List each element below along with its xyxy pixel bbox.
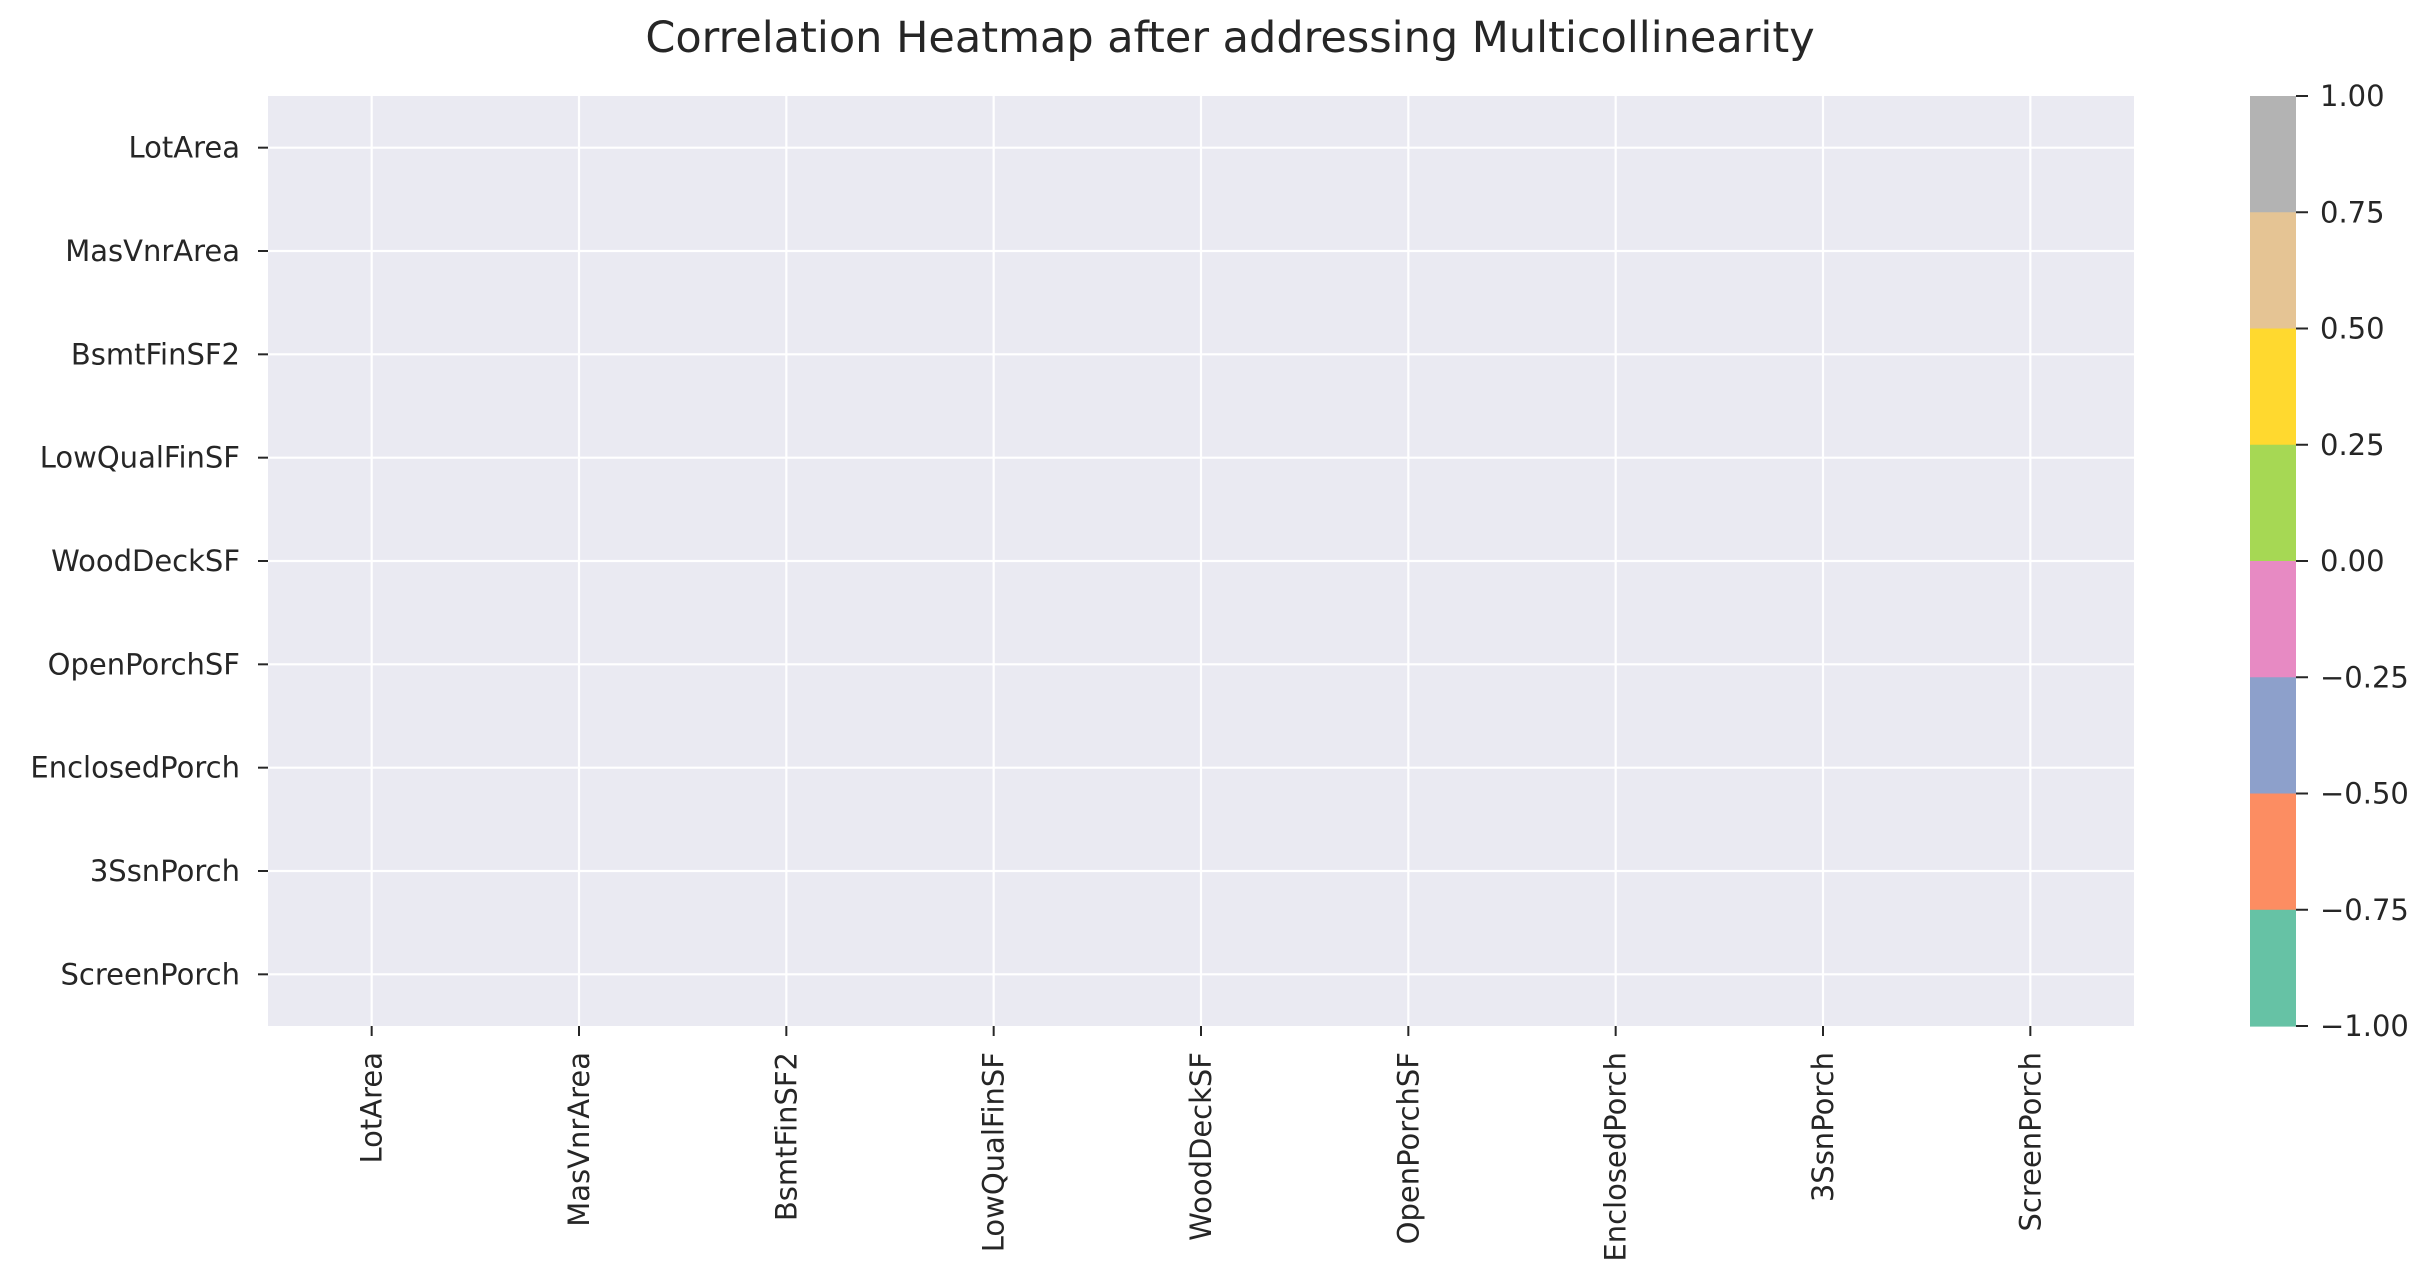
colorbar: 1.00 0.75 0.50 0.25 0.00 −0.25 −0.50 −0.75 −1.00: [2250, 79, 2409, 1043]
y-tick-label-bsmtfinsf2: BsmtFinSF2: [71, 337, 240, 371]
colorbar-tick-label: −0.75: [2320, 893, 2409, 927]
y-tick-label-lowqualfinsf: LowQualFinSF: [40, 441, 240, 475]
colorbar-tick-label: −1.00: [2320, 1009, 2409, 1043]
colorbar-tick-label: 1.00: [2320, 79, 2385, 113]
colorbar-segment: [2250, 909, 2296, 1027]
x-tick-label-lotarea: LotArea: [355, 1052, 389, 1164]
y-tick-label-masvnrarea: MasVnrArea: [65, 234, 240, 268]
colorbar-segment: [2250, 96, 2296, 213]
y-tick-label-openporchsf: OpenPorchSF: [48, 647, 240, 681]
x-tick-label-enclosedporch: EnclosedPorch: [1599, 1052, 1633, 1262]
y-tick-label-screenporch: ScreenPorch: [60, 957, 240, 991]
colorbar-tick-label: 0.25: [2320, 428, 2385, 462]
chart-title: Correlation Heatmap after addressing Mul…: [645, 13, 1814, 63]
grid-lines: [268, 96, 2134, 1026]
x-tick-label-3ssnporch: 3SsnPorch: [1806, 1052, 1840, 1202]
x-tick-label-wooddecksf: WoodDeckSF: [1184, 1052, 1218, 1241]
colorbar-tick-label: −0.50: [2320, 777, 2409, 811]
colorbar-tick-label: 0.50: [2320, 312, 2385, 346]
colorbar-segment: [2250, 444, 2296, 562]
x-tick-label-openporchsf: OpenPorchSF: [1391, 1052, 1425, 1244]
colorbar-segment: [2250, 328, 2296, 446]
x-tick-label-masvnrarea: MasVnrArea: [562, 1052, 596, 1227]
y-tick-label-enclosedporch: EnclosedPorch: [30, 751, 240, 785]
x-tick-label-lowqualfinsf: LowQualFinSF: [977, 1052, 1011, 1252]
colorbar-tick-label: 0.00: [2320, 544, 2385, 578]
x-axis: LotArea MasVnrArea BsmtFinSF2 LowQualFinSF W…: [355, 1026, 2047, 1262]
colorbar-segment: [2250, 677, 2296, 795]
colorbar-segment: [2250, 793, 2296, 911]
x-tick-label-bsmtfinsf2: BsmtFinSF2: [769, 1052, 803, 1221]
colorbar-tick-label: 0.75: [2320, 195, 2385, 229]
colorbar-segment: [2250, 561, 2296, 678]
y-tick-label-3ssnporch: 3SsnPorch: [90, 854, 240, 888]
y-tick-label-wooddecksf: WoodDeckSF: [51, 544, 240, 578]
y-axis: LotArea MasVnrArea BsmtFinSF2 LowQualFinSF W…: [30, 131, 268, 991]
y-tick-label-lotarea: LotArea: [129, 131, 241, 165]
x-tick-label-screenporch: ScreenPorch: [2013, 1052, 2047, 1232]
colorbar-segment: [2250, 212, 2296, 330]
colorbar-tick-label: −0.25: [2320, 660, 2409, 694]
